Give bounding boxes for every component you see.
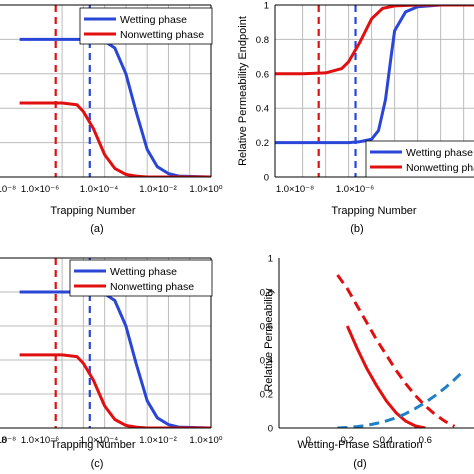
x-axis-label: Trapping Number	[50, 439, 136, 451]
legend-label: Wetting phase	[406, 147, 473, 159]
y-axis-label: Relative Permeability	[263, 288, 275, 392]
x-tick-label: 0.6	[419, 435, 432, 446]
series-line-curve-2	[337, 369, 466, 428]
legend-label: Nonwetting phase	[110, 281, 194, 293]
series-line-nonwetting-phase	[19, 101, 211, 177]
y-tick-label: 1	[268, 254, 273, 265]
x-tick-label: 1.0×10⁻⁶	[21, 184, 59, 195]
y-tick-label: 0	[268, 424, 273, 435]
panel-d-chart: 0 0.2 0.4 0.6 0.8 0 0.2 0.4 0.6 0.8 1 Wetting-Phase…	[0, 254, 474, 470]
legend: Wetting phase Nonwetting phase	[79, 7, 213, 45]
x-tick-label: 1.0×10⁻²	[139, 435, 177, 446]
panel-caption: (d)	[353, 458, 366, 470]
x-tick-label: 0	[306, 435, 311, 446]
x-tick-label: 0.4	[380, 435, 393, 446]
x-tick-label: 1.0×10⁻⁸	[276, 184, 314, 195]
y-tick-label: 0.2	[260, 390, 273, 401]
x-tick-label: 1.0×10⁻⁶	[21, 435, 59, 446]
panel-caption: (a)	[90, 223, 103, 235]
x-axis-label: Trapping Number	[331, 205, 417, 217]
series-line-nonwetting-phase	[19, 353, 211, 428]
x-tick-label: 1.0×10⁻⁸	[0, 184, 16, 195]
x-tick-label: 1.0×10⁰	[189, 184, 222, 195]
legend: Wetting phase Nonwetting phase	[69, 259, 213, 297]
legend-box	[365, 140, 474, 178]
axes: 0 0.2 0.4 0.6 0.8 0 0.2 0.4 0.6 0.8 1	[0, 254, 474, 446]
legend: Wetting phase Nonwetting phase	[365, 140, 474, 178]
x-tick-label: 1.0×10⁻²	[139, 184, 177, 195]
y-axis-label: Relative Permeability Endpoint	[237, 16, 249, 166]
y-tick-label: 0.8	[256, 35, 269, 46]
legend-label: Nonwetting phase	[406, 162, 474, 174]
panel-caption: (c)	[91, 458, 104, 470]
x-tick-label: 0.2	[341, 435, 354, 446]
data-series	[275, 5, 474, 177]
legend-label: Nonwetting phase	[120, 29, 204, 41]
y-tick-label: 1	[264, 1, 269, 12]
y-tick-label: 0.6	[260, 322, 273, 333]
y-tick-label: 0.4	[260, 356, 273, 367]
y-tick-label: 0	[264, 173, 269, 184]
legend-box	[69, 259, 213, 297]
series-line-wetting-phase	[275, 5, 474, 145]
panel-c-chart: 1.0×10⁻⁸ 1.0×10⁻⁶ 1.0×10⁻⁴ 1.0×10⁻² 1.0×10⁰ T…	[0, 257, 223, 470]
data-series	[336, 274, 466, 428]
y-tick-label: 0.8	[260, 288, 273, 299]
series-line-nonwetting-phase	[275, 5, 474, 76]
legend-box	[79, 7, 213, 45]
series-line-curve-0	[345, 325, 426, 428]
y-tick-label: 0.2	[256, 138, 269, 149]
x-axis-label: Wetting-Phase Saturation	[297, 439, 422, 451]
legend-label: Wetting phase	[120, 14, 187, 26]
x-tick-label: 1.0×10⁻⁸	[0, 435, 16, 446]
x-tick-label: 0.8	[0, 435, 7, 446]
x-tick-label: 1.0×10⁻⁶	[336, 184, 374, 195]
panel-a-chart: 1.0×10⁻⁸ 1.0×10⁻⁶ 1.0×10⁻⁴ 1.0×10⁻² 1.0×10⁰ T…	[0, 4, 223, 235]
x-tick-label: 1.0×10⁻⁴	[80, 184, 118, 195]
panel-caption: (b)	[350, 223, 363, 235]
series-line-curve-1	[336, 274, 456, 428]
x-axis-label: Trapping Number	[50, 205, 136, 217]
x-tick-label: 1.0×10⁻⁴	[80, 435, 118, 446]
x-tick-label: 1.0×10⁰	[189, 435, 222, 446]
y-tick-label: 0.6	[256, 69, 269, 80]
panel-b-chart: 1.0×10⁻⁸ 1.0×10⁻⁶ 0 0.2 0.4 0.6 0.8 1 Trapping N…	[237, 1, 474, 235]
legend-label: Wetting phase	[110, 266, 177, 278]
y-tick-label: 0.4	[256, 104, 269, 115]
